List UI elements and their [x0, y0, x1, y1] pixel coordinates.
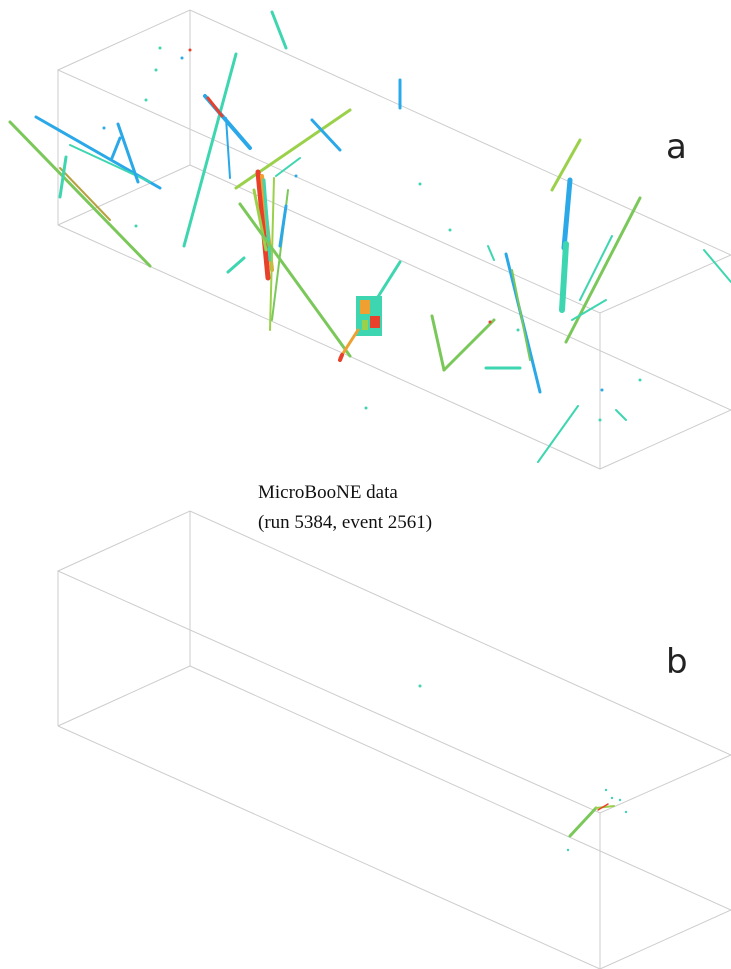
panel-a-detector-box — [56, 9, 731, 470]
caption-line-1: MicroBooNE data — [258, 482, 398, 503]
panel-b-label: b — [666, 642, 688, 682]
panel-b-display — [56, 510, 731, 969]
panel-a-tracks — [8, 10, 731, 463]
panel-b-detector-box — [56, 510, 731, 969]
caption-line-2: (run 5384, event 2561) — [258, 512, 433, 533]
figure-caption: MicroBooNE data (run 5384, event 2561) — [258, 478, 432, 538]
panel-a-label: a — [666, 127, 687, 167]
panel-b-hits — [418, 684, 628, 852]
panel-a-hits — [102, 46, 642, 422]
panel-b-tracks — [568, 803, 615, 838]
panel-a-display — [8, 9, 731, 470]
